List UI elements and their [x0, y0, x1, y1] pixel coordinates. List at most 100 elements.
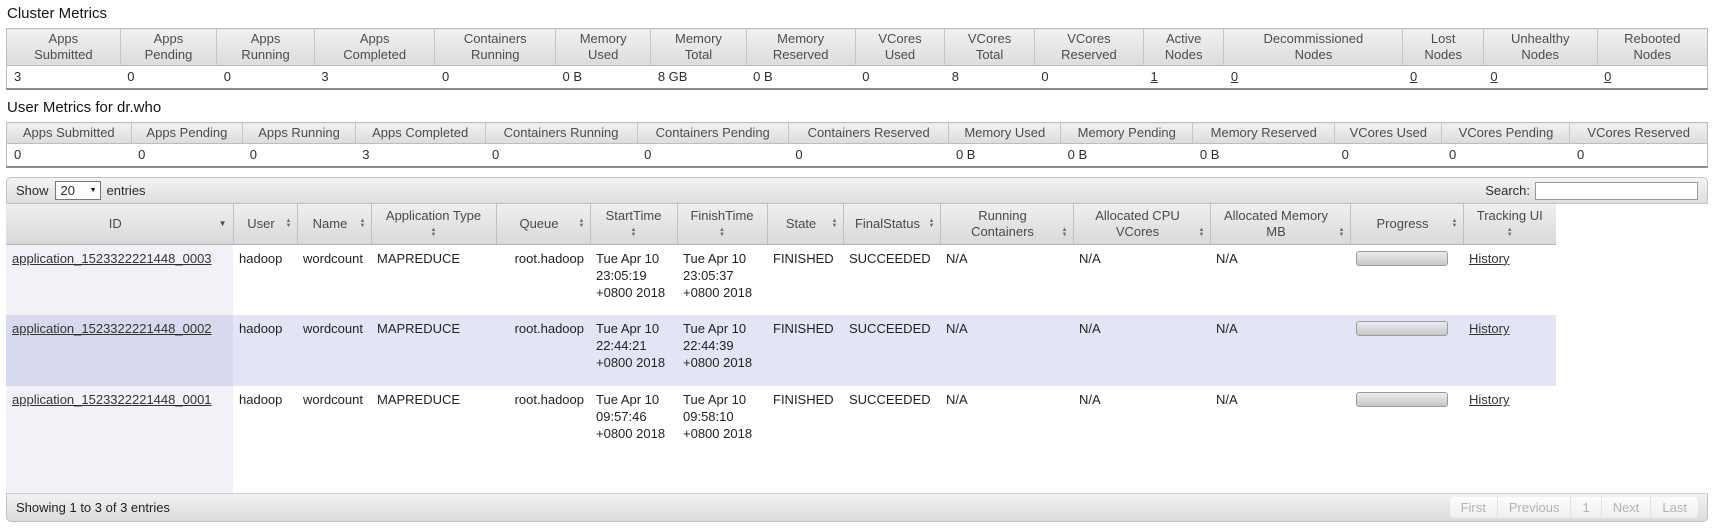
column-header-label: Tracking UI: [1476, 207, 1543, 223]
column-header-state[interactable]: State ▲ ▼: [766, 204, 843, 245]
cell-progress: [1350, 315, 1463, 386]
column-header-progress[interactable]: Progress ▲ ▼: [1349, 204, 1463, 245]
column-header-final[interactable]: FinalStatus ▲ ▼: [842, 204, 940, 245]
cluster-metric-value: 0 B: [753, 69, 773, 84]
cluster-metric-value: 8: [951, 69, 960, 84]
node-count-link[interactable]: 0: [1604, 69, 1612, 84]
cluster-metric-header: Memory Reserved: [745, 28, 856, 66]
sort-both-icon: ▲ ▼: [1198, 226, 1205, 238]
cluster-metric-value: 3: [14, 69, 22, 84]
column-header-finish[interactable]: FinishTime ▲ ▼: [676, 204, 767, 245]
column-header-label: State: [785, 215, 817, 231]
column-header-label: StartTime: [605, 207, 662, 223]
cell-finish: Tue Apr 10 22:44:39 +0800 2018: [683, 321, 753, 370]
sort-both-icon: ▲ ▼: [285, 217, 292, 229]
column-header-label: Application Type: [385, 207, 482, 223]
sort-both-icon: ▲ ▼: [359, 217, 366, 229]
column-header-label: Allocated Memory MB: [1223, 207, 1329, 239]
cell-user: hadoop: [239, 250, 283, 266]
cell-final: SUCCEEDED: [849, 250, 931, 266]
node-count-link[interactable]: 0: [1490, 69, 1498, 84]
page-size-select[interactable]: 20 ▼: [54, 181, 101, 200]
pagination-button-previous[interactable]: Previous: [1496, 497, 1571, 518]
pagination-button-1[interactable]: 1: [1570, 497, 1600, 518]
progress-bar: [1356, 250, 1448, 266]
user-metric-header: VCores Reserved: [1569, 122, 1708, 144]
search-input[interactable]: [1535, 181, 1698, 200]
column-header-label: Progress: [1376, 215, 1429, 231]
column-header-queue[interactable]: Queue ▲ ▼: [495, 204, 590, 245]
sort-desc-icon: ▼: [218, 218, 227, 228]
user-metric-header: Containers Pending: [636, 122, 789, 144]
history-link[interactable]: History: [1469, 392, 1510, 407]
cell-user: hadoop: [239, 392, 283, 407]
user-metrics-title: User Metrics for dr.who: [7, 99, 162, 116]
column-header-start[interactable]: StartTime ▲ ▼: [589, 204, 677, 245]
cell-queue: root.hadoop: [514, 321, 584, 336]
column-header-label: Allocated CPU VCores: [1095, 207, 1180, 239]
pagination-button-next[interactable]: Next: [1600, 497, 1651, 518]
user-metric-value: 0: [644, 147, 652, 162]
history-link[interactable]: History: [1469, 250, 1510, 266]
cluster-metric-value: 0: [862, 69, 870, 84]
cell-id: application_1523322221448_0001: [6, 386, 233, 493]
progress-bar-fill: [1357, 322, 1447, 335]
column-header-vcores[interactable]: Allocated CPU VCores ▲ ▼: [1072, 204, 1210, 245]
application-id-link[interactable]: application_1523322221448_0001: [12, 392, 212, 407]
column-header-label: FinalStatus: [854, 215, 921, 231]
sort-both-icon: ▲ ▼: [1451, 217, 1458, 229]
pagination-button-first[interactable]: First: [1460, 500, 1486, 515]
column-header-label: User: [247, 215, 275, 231]
table-footer: Showing 1 to 3 of 3 entries First Previou…: [6, 493, 1708, 522]
sort-both-icon: ▲ ▼: [719, 227, 725, 239]
cell-type: MAPREDUCE: [377, 321, 461, 336]
column-header-user[interactable]: User ▲ ▼: [232, 204, 297, 245]
node-count-link[interactable]: 0: [1409, 69, 1418, 84]
column-header-id[interactable]: ID ▼: [6, 204, 233, 245]
cluster-metric-header: Apps Submitted: [6, 28, 121, 66]
application-id-link[interactable]: application_1523322221448_0002: [12, 321, 212, 336]
column-header-type[interactable]: Application Type ▲ ▼: [370, 204, 496, 245]
cluster-metric-header: VCores Used: [854, 28, 945, 66]
cell-start: Tue Apr 10 09:57:46 +0800 2018: [596, 392, 666, 441]
cluster-metric-value: 0: [1403, 66, 1483, 90]
application-row: application_1523322221448_0001 hadoop word…: [6, 386, 1556, 493]
column-header-containers[interactable]: Running Containers ▲ ▼: [939, 204, 1073, 245]
user-metric-header: Memory Pending: [1060, 122, 1193, 144]
application-row: application_1523322221448_0002 hadoop word…: [6, 315, 1556, 386]
applications-table-body: application_1523322221448_0003 hadoop word…: [6, 244, 1556, 493]
cluster-metric-header: VCores Reserved: [1033, 28, 1144, 66]
user-metric-value: 0: [14, 147, 22, 162]
sort-both-icon: ▲ ▼: [430, 227, 437, 239]
cluster-metric-header: Active Nodes: [1142, 28, 1224, 66]
cell-vcores: N/A: [1079, 250, 1101, 266]
column-header-tracking[interactable]: Tracking UI ▲ ▼: [1462, 204, 1556, 245]
cluster-metric-header: Memory Used: [555, 28, 651, 66]
show-label: Show: [16, 183, 49, 198]
column-header-memory[interactable]: Allocated Memory MB ▲ ▼: [1209, 204, 1350, 245]
node-count-link[interactable]: 1: [1150, 69, 1158, 84]
sort-both-icon: ▲ ▼: [578, 217, 585, 229]
user-metric-header: Containers Running: [484, 122, 638, 144]
cluster-metric-value: 0: [1041, 69, 1049, 84]
progress-bar-fill: [1357, 251, 1447, 265]
search-area: Search:: [1485, 181, 1698, 200]
sort-both-icon: ▲ ▼: [1338, 226, 1345, 238]
progress-bar-fill: [1357, 393, 1447, 406]
user-metric-value: 3: [362, 147, 370, 162]
select-arrow-icon: ▼: [89, 187, 97, 194]
cell-tracking: History: [1463, 244, 1556, 315]
cluster-metric-header: VCores Total: [944, 28, 1035, 66]
history-link[interactable]: History: [1469, 321, 1510, 336]
column-header-name[interactable]: Name ▲ ▼: [296, 204, 371, 245]
cluster-metric-value: 3: [321, 69, 329, 84]
node-count-link[interactable]: 0: [1230, 69, 1239, 84]
cell-final: SUCCEEDED: [849, 321, 931, 336]
pagination-button-last[interactable]: Last: [1650, 497, 1698, 518]
cell-vcores: N/A: [1079, 392, 1101, 407]
applications-header-row: ID ▼ User ▲ ▼ Name ▲ ▼ Application Type ▲ ▼ Queue ▲ ▼…: [6, 204, 1556, 245]
user-metric-header: VCores Used: [1334, 122, 1442, 144]
cluster-metric-header: Rebooted Nodes: [1596, 28, 1708, 66]
application-id-link[interactable]: application_1523322221448_0003: [12, 250, 212, 266]
cluster-metric-value: 8 GB: [657, 69, 688, 84]
